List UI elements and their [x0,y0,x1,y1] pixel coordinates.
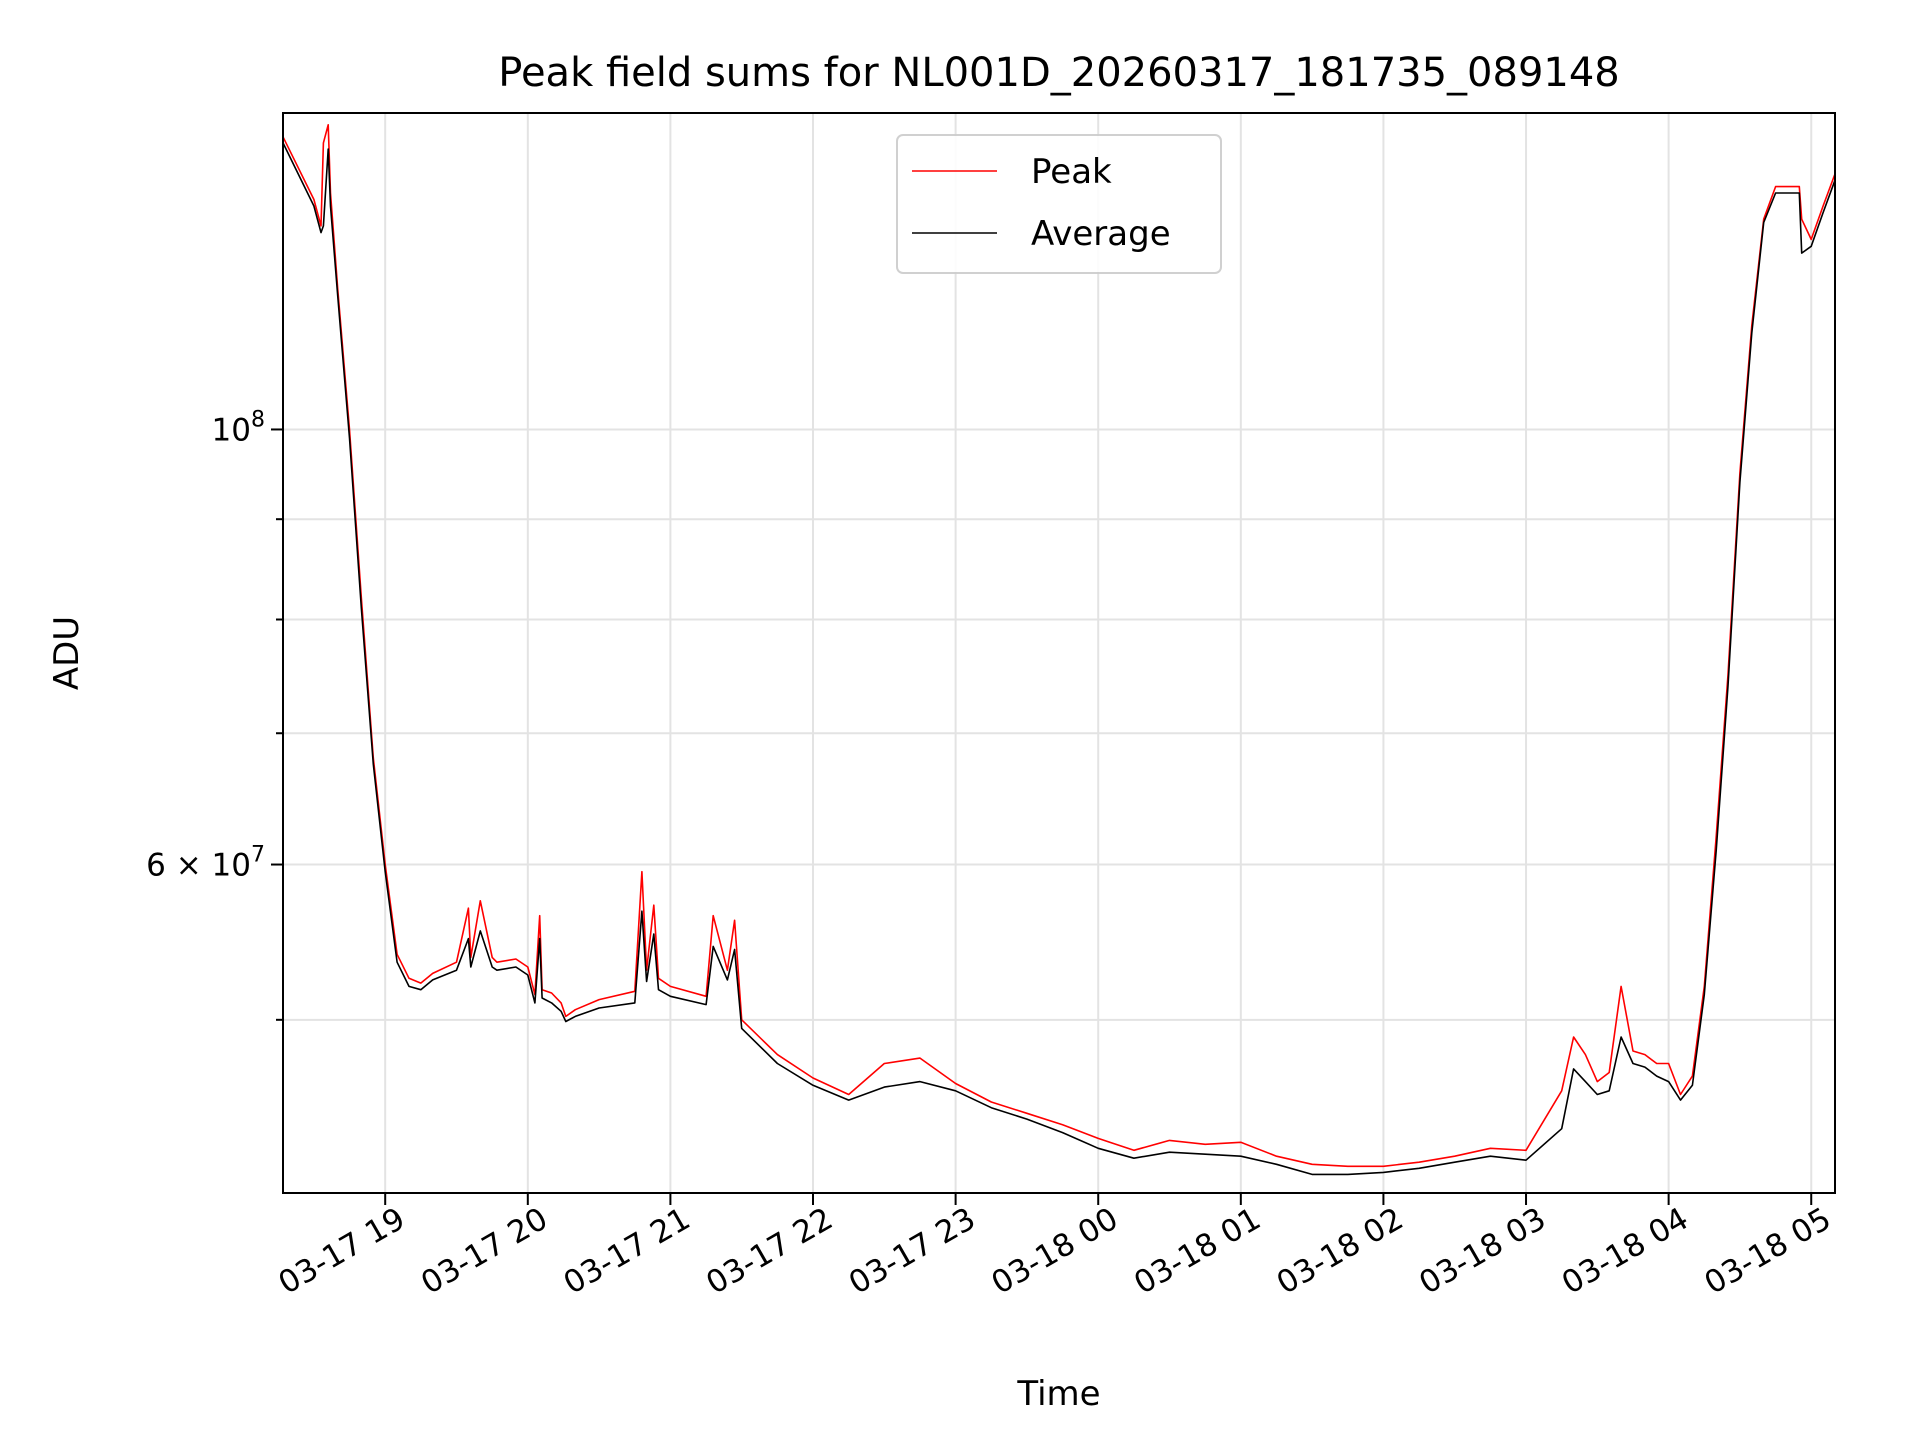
legend-box [896,134,1222,274]
y-tick-exponent: 8 [251,407,265,432]
legend: Peak Average [896,134,1222,274]
y-tick-base: 6 × 10 [146,848,251,884]
y-tick-label: 108 [212,407,265,448]
legend-peak-label: Peak [1031,152,1112,192]
plot-frame [282,112,1836,1194]
x-axis-label: Time [1016,1374,1100,1414]
series-layer [282,124,1836,1176]
grid [283,113,1835,1193]
y-tick-exponent: 7 [251,843,265,868]
legend-average-label: Average [1031,214,1171,254]
chart-title: Peak field sums for NL001D_20260317_1817… [498,50,1619,96]
y-axis-ticks: 108 6 × 107 [146,407,283,1021]
series-line-peak [282,124,1836,1168]
y-axis-label: ADU [47,616,87,690]
series-line-average [282,142,1836,1176]
y-tick-base: 10 [212,412,251,448]
y-tick-label: 6 × 107 [146,843,265,884]
